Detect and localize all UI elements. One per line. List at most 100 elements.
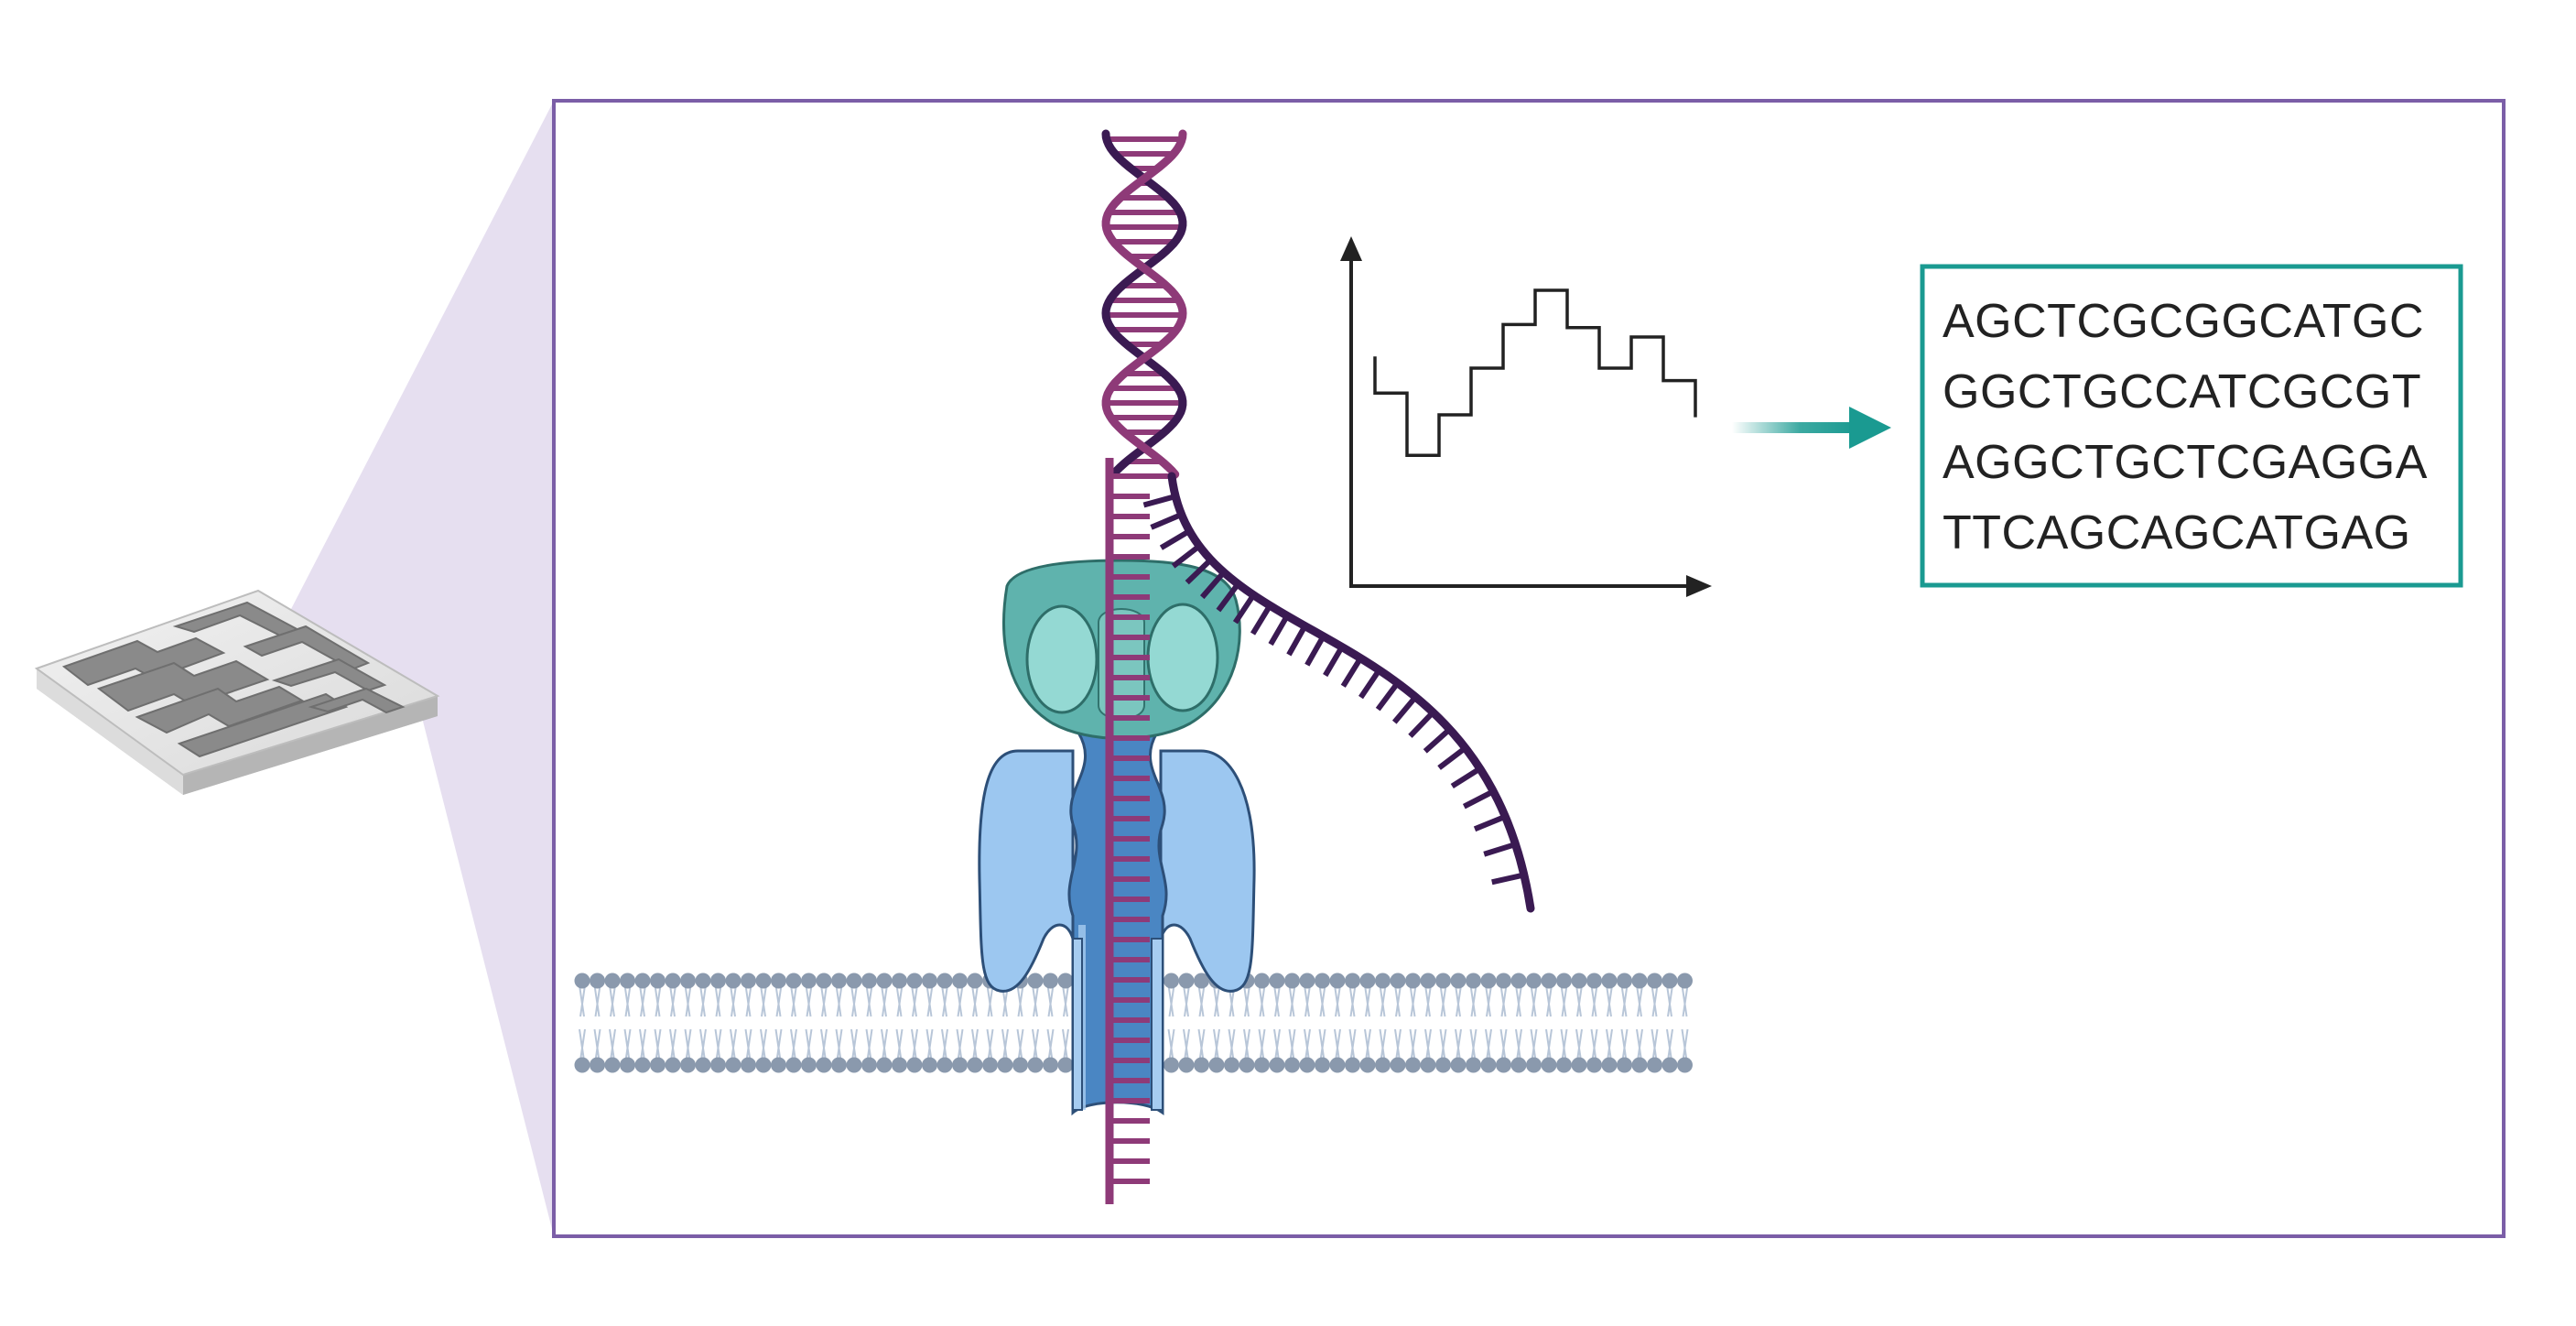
lipid-tail [761,1028,767,1061]
right-arrow-icon [1732,407,1891,449]
lipid-head [604,973,621,989]
lipid-head [590,1057,605,1073]
nucleotide-base [1375,680,1401,712]
dna-double-helix-icon [1101,129,1187,479]
lipid-tail [1184,1028,1190,1061]
lipid-head [1269,1057,1285,1073]
lipid-tail [1637,984,1643,1017]
lipid-tail [1470,1028,1477,1061]
lipid-head [1496,973,1511,989]
lipid-head [725,973,741,989]
lipid-tail [579,984,586,1017]
displaced-strand [1142,472,1535,913]
zoom-wedge [291,101,554,1236]
helix-strand-magenta [1101,129,1187,479]
lipid-head [1359,973,1376,989]
lipid-tail [1486,984,1492,1017]
lipid-head [620,973,635,989]
flow-cell-chip-icon [34,589,440,795]
lipid-tail [1063,1028,1069,1061]
lipid-tail [972,1028,979,1061]
lipid-tail [1274,984,1281,1017]
lipid-tail [640,1028,646,1061]
lipid-head [861,973,877,989]
lipid-head [816,1057,832,1073]
lipid-tail [655,1028,662,1061]
lipid-tail [745,984,752,1017]
lipid-head [1601,1057,1618,1073]
lipid-tail [700,1028,707,1061]
lipid-head [1329,973,1346,989]
lipid-tail [1259,1028,1266,1061]
lipid-head [785,973,802,989]
lipid-head [1345,973,1360,989]
lipid-tail [1349,1028,1357,1061]
lipid-head [1556,973,1572,989]
lipid-tail [1410,984,1417,1017]
lipid-head [620,1057,635,1073]
lipid-tail [1289,1028,1296,1061]
lipid-head [1012,1057,1028,1073]
lipid-head [1510,1057,1527,1073]
lipid-tail [942,1028,948,1061]
lipid-head [952,1057,968,1073]
lipid-head [680,1057,696,1073]
lipid-head [574,973,590,989]
lipid-tail [715,984,722,1017]
strand-backbone [1167,472,1535,913]
nucleotide-base [1150,512,1183,530]
lipid-tail [896,984,904,1017]
lipid-head [831,1057,847,1073]
lipid-head [1571,1057,1587,1073]
lipid-tail [761,984,767,1017]
lipid-tail [821,1028,828,1061]
lipid-tail [1456,984,1462,1017]
lipid-head [1631,1057,1648,1073]
lipid-tail [1425,1028,1432,1061]
lipid-head [1315,973,1330,989]
lipid-tail [715,1028,722,1061]
lipid-tail [1440,1028,1447,1061]
pore-barrel-left [978,749,1075,993]
lipid-head [710,973,726,989]
lipid-head [634,973,651,989]
motor-lobe-right [1146,603,1219,712]
lipid-tail [1214,984,1220,1017]
lipid-head [967,973,983,989]
lipid-head [861,1057,877,1073]
lipid-tail [624,1028,632,1061]
nucleotide-base [1323,645,1345,678]
lipid-tail [1380,984,1387,1017]
lipid-tail [1682,1028,1689,1061]
lipid-tail [1516,1028,1522,1061]
lipid-tail [806,984,813,1017]
lipid-head [1571,973,1587,989]
lipid-head [922,1057,937,1073]
lipid-head [1586,973,1602,989]
lipid-tail [957,1028,964,1061]
lipid-head [1450,1057,1467,1073]
lipid-head [1284,973,1300,989]
lipid-tail [1244,984,1250,1017]
lipid-tail [1047,984,1055,1017]
lipid-tail [1228,1028,1236,1061]
lipid-head [1466,973,1481,989]
lipid-head [846,1057,862,1073]
lipid-tail [745,1028,752,1061]
lipid-tail [1561,1028,1568,1061]
lipid-head [906,1057,923,1073]
lipid-tail [1516,984,1522,1017]
nucleotide-base [1473,813,1507,832]
nucleotide-base [1450,766,1482,789]
lipid-tail [1531,984,1538,1017]
lipid-tail [1184,984,1190,1017]
lipid-tail [942,984,948,1017]
lipid-head [1254,973,1270,989]
nucleotide-base [1462,788,1495,810]
lipid-tail [1198,1028,1206,1061]
lipid-tail [1047,1028,1055,1061]
lipid-head [1299,973,1315,989]
lipid-head [755,973,772,989]
lipid-tail [791,1028,797,1061]
lipid-head [1375,973,1391,989]
